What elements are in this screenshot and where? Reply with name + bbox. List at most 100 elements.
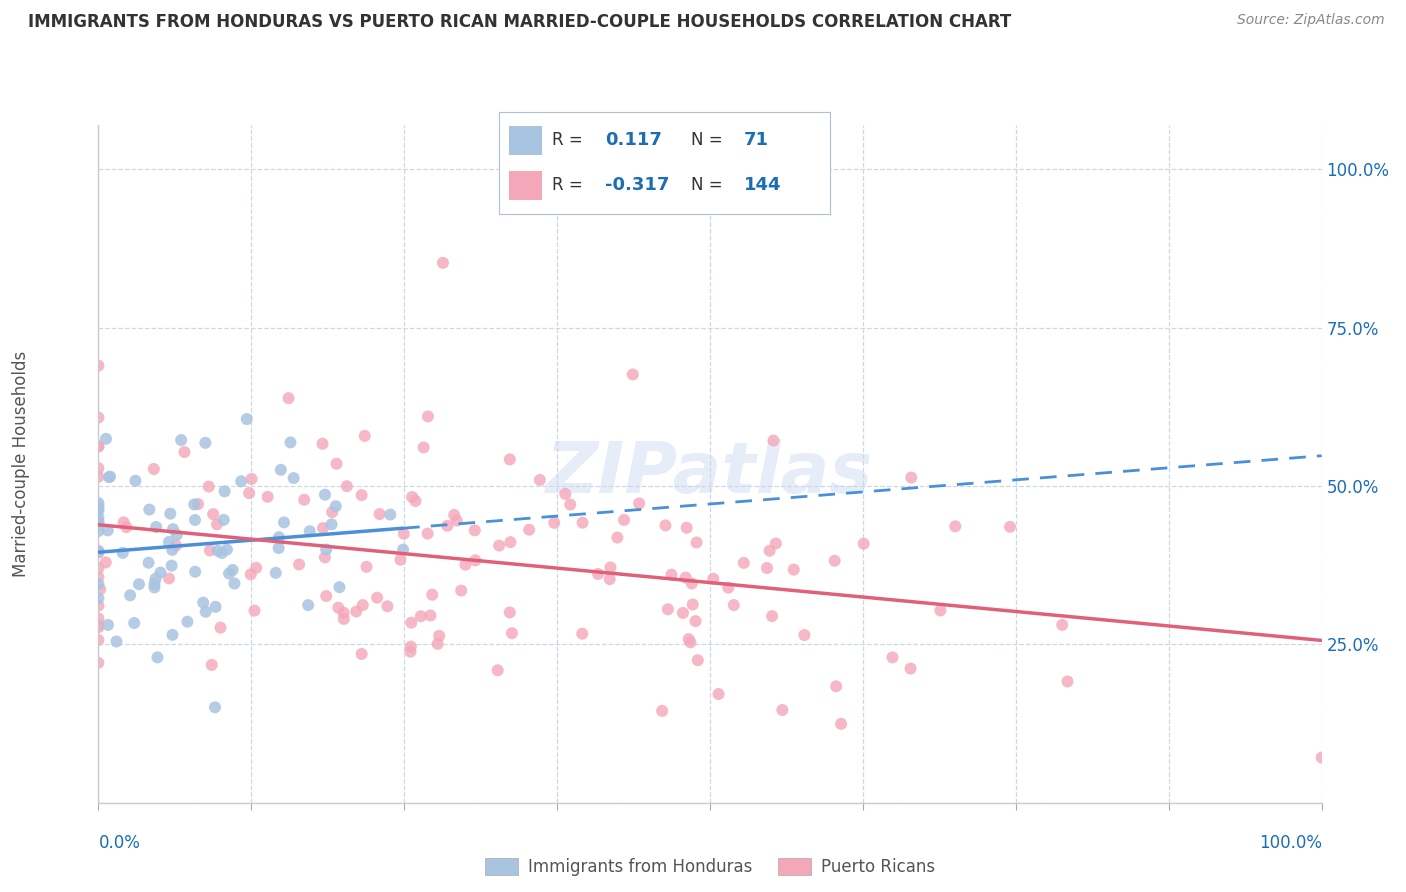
Text: Source: ZipAtlas.com: Source: ZipAtlas.com [1237, 13, 1385, 28]
Point [454, 558, 477, 572]
Point [314, 488, 336, 502]
Text: R =: R = [553, 177, 588, 194]
Legend: Immigrants from Honduras, Puerto Ricans: Immigrants from Honduras, Puerto Ricans [478, 851, 942, 882]
Point [399, 615, 422, 630]
Point [353, 429, 375, 443]
Point [333, 612, 356, 626]
Point [628, 496, 651, 510]
Point [115, 520, 138, 534]
Point [209, 621, 232, 635]
Text: Married-couple Households: Married-couple Households [13, 351, 30, 577]
Point [824, 554, 846, 568]
Point [207, 544, 229, 558]
Point [194, 435, 217, 450]
Point [405, 494, 427, 508]
Point [231, 475, 253, 489]
Point [675, 571, 697, 585]
Point [852, 537, 875, 551]
Point [499, 535, 522, 549]
Point [900, 470, 922, 484]
Point [94, 555, 117, 569]
Point [679, 635, 702, 649]
Point [661, 567, 683, 582]
Point [87, 543, 110, 558]
Text: 100.0%: 100.0% [1258, 834, 1322, 852]
Point [128, 577, 150, 591]
Point [392, 542, 415, 557]
Point [97, 618, 120, 632]
Point [350, 488, 373, 502]
Point [87, 618, 110, 632]
Point [145, 520, 167, 534]
Point [197, 479, 219, 493]
Point [240, 472, 263, 486]
Point [733, 556, 755, 570]
Point [267, 541, 290, 555]
Point [236, 412, 259, 426]
Point [314, 550, 336, 565]
Point [765, 536, 787, 550]
Point [380, 508, 402, 522]
Point [87, 524, 110, 538]
Point [87, 570, 110, 584]
Point [560, 498, 582, 512]
Text: -0.317: -0.317 [605, 177, 669, 194]
Point [298, 524, 321, 539]
Text: 144: 144 [744, 177, 782, 194]
Point [311, 436, 333, 450]
Text: IMMIGRANTS FROM HONDURAS VS PUERTO RICAN MARRIED-COUPLE HOUSEHOLDS CORRELATION C: IMMIGRANTS FROM HONDURAS VS PUERTO RICAN… [28, 13, 1011, 31]
Point [517, 523, 540, 537]
Point [675, 521, 697, 535]
Point [392, 526, 415, 541]
Point [315, 589, 337, 603]
Point [325, 457, 347, 471]
Point [87, 591, 110, 606]
Text: 71: 71 [744, 131, 769, 149]
Point [325, 500, 347, 514]
Point [446, 514, 468, 528]
Point [256, 490, 278, 504]
Point [184, 513, 207, 527]
Point [793, 628, 815, 642]
Point [205, 517, 228, 532]
Point [336, 479, 359, 493]
Point [613, 513, 636, 527]
Point [416, 409, 439, 424]
Point [621, 368, 644, 382]
Point [120, 588, 142, 602]
Point [929, 603, 952, 617]
Point [332, 606, 354, 620]
Point [87, 359, 110, 373]
Point [87, 632, 110, 647]
Point [499, 452, 522, 467]
Point [321, 517, 343, 532]
Point [685, 614, 707, 628]
Point [183, 498, 205, 512]
Point [157, 571, 180, 585]
Point [170, 433, 193, 447]
Point [416, 526, 439, 541]
Point [419, 608, 441, 623]
Point [686, 653, 709, 667]
Point [501, 626, 523, 640]
Point [87, 544, 110, 558]
Point [173, 445, 195, 459]
Point [443, 508, 465, 522]
Point [900, 662, 922, 676]
Point [122, 615, 145, 630]
Point [162, 628, 184, 642]
Point [571, 516, 593, 530]
Point [998, 520, 1021, 534]
Point [87, 620, 110, 634]
Point [543, 516, 565, 530]
Point [87, 599, 110, 613]
Point [87, 461, 110, 475]
Point [87, 545, 110, 559]
Point [352, 598, 374, 612]
Point [194, 605, 217, 619]
Point [165, 538, 187, 552]
Point [87, 515, 110, 529]
Point [350, 647, 373, 661]
Point [166, 528, 188, 542]
Point [280, 435, 302, 450]
